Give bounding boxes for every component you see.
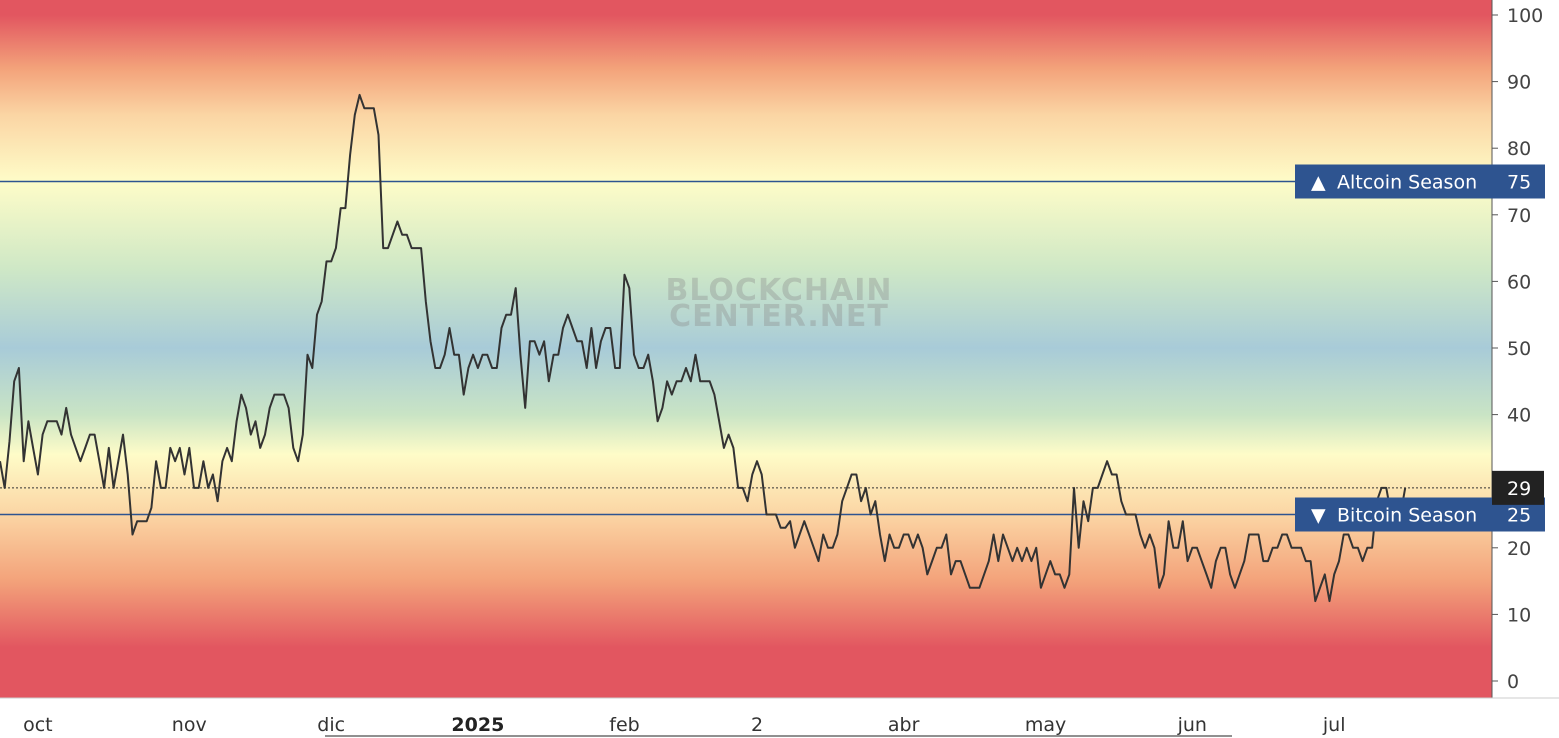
series-line (0, 93, 1407, 603)
y-tick-label: 40 (1507, 405, 1531, 427)
reference-label-bg (1295, 164, 1545, 199)
y-tick-label: 80 (1507, 138, 1531, 160)
x-tick-label: feb (609, 714, 639, 736)
series-group (0, 93, 1407, 603)
watermark-line1: BLOCKCHAIN (666, 273, 893, 308)
x-tick-label: 2025 (451, 714, 504, 736)
current-value-bg (1492, 470, 1544, 505)
y-tick-label: 20 (1507, 538, 1531, 560)
watermark: BLOCKCHAIN CENTER.NET (666, 273, 893, 334)
y-tick-label: 70 (1507, 205, 1531, 227)
y-tick-label: 10 (1507, 604, 1531, 626)
reference-label-text: Bitcoin Season (1337, 505, 1477, 527)
y-tick-label: 50 (1507, 338, 1531, 360)
value-labels: ▲ Altcoin Season 75 ▼ Bitcoin Season 25 29 (1295, 164, 1545, 532)
y-tick-label: 60 (1507, 271, 1531, 293)
current-value-label: 29 (1507, 478, 1531, 500)
plot-background (0, 0, 1492, 698)
x-tick-label: jun (1177, 714, 1207, 736)
reference-lines (0, 180, 1492, 516)
y-axis: 0102030405060708090100 (1491, 0, 1543, 698)
x-tick-label: may (1025, 714, 1066, 736)
reference-label-value: 75 (1507, 172, 1531, 194)
reference-label-text: Altcoin Season (1337, 172, 1477, 194)
x-tick-label: dic (317, 714, 345, 736)
x-axis: oct nov dic 2025 feb 2 abr may jun jul (0, 697, 1559, 737)
x-tick-label: 2 (751, 714, 763, 736)
y-tick-label: 100 (1507, 5, 1543, 27)
y-tick-label: 90 (1507, 72, 1531, 94)
reference-label-arrow: ▲ (1311, 172, 1326, 194)
x-tick-label: nov (172, 714, 207, 736)
y-tick-label: 0 (1507, 671, 1519, 693)
x-tick-label: abr (888, 714, 920, 736)
reference-label-arrow: ▼ (1311, 505, 1326, 527)
reference-label-value: 25 (1507, 505, 1531, 527)
watermark-line2: CENTER.NET (669, 299, 889, 334)
x-tick-label: jul (1322, 714, 1346, 736)
x-tick-label: oct (23, 714, 53, 736)
